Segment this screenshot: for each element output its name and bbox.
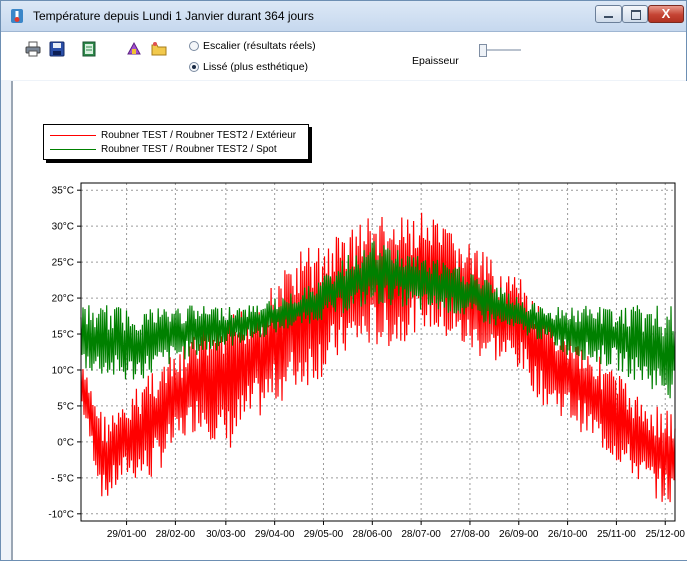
x-tick-label: 28/02-00 [156,529,196,540]
legend-label-exterieur: Roubner TEST / Roubner TEST2 / Extérieur [101,129,297,141]
mode-option-smooth[interactable]: Lissé (plus esthétique) [189,61,308,73]
thickness-slider-track[interactable] [481,49,521,52]
y-tick-label: -10°C [48,509,74,520]
maximize-icon [631,10,641,20]
window-title: Température depuis Lundi 1 Janvier duran… [33,9,314,23]
folder-icon[interactable] [151,41,167,57]
smooth-option-label: Lissé (plus esthétique) [203,61,309,73]
legend-swatch-exterieur [50,134,96,136]
plot-background [81,183,675,521]
chart-area: 35°C 30°C 25°C 20°C 15°C 10°C 5°C 0°C - 5°C -10°C… [11,81,688,560]
stairs-option-label: Escalier (résultats réels) [203,40,316,52]
close-icon: X [661,6,671,21]
book-icon[interactable] [81,41,97,57]
x-tick-label: 25/11-00 [597,529,636,540]
y-tick-label: 20°C [52,294,74,305]
thermometer-app-icon [11,9,23,23]
minimize-button[interactable] [595,5,622,23]
legend-item-exterieur: Roubner TEST / Roubner TEST2 / Extérieur [50,128,296,142]
mode-option-stairs[interactable]: Escalier (résultats réels) [189,40,316,52]
legend-label-spot: Roubner TEST / Roubner TEST2 / Spot [101,143,277,155]
y-tick-label: 0°C [57,437,74,448]
x-tick-label: 30/03-00 [206,529,246,540]
title-bar[interactable]: Température depuis Lundi 1 Janvier duran… [1,1,686,32]
x-tick-label: 29/01-00 [107,529,147,540]
smooth-radio[interactable] [189,62,199,72]
y-tick-label: 5°C [57,401,74,412]
temperature-chart: 35°C 30°C 25°C 20°C 15°C 10°C 5°C 0°C - 5°C -10°C… [48,182,685,540]
y-tick-label: 10°C [52,365,74,376]
y-tick-label: 35°C [52,186,74,197]
close-button[interactable]: X [648,5,684,23]
x-tick-label: 26/09-00 [499,529,539,540]
series-line-spot [80,241,676,399]
save-disk-icon[interactable] [49,41,65,57]
stairs-radio[interactable] [189,41,199,51]
y-tick-label: - 5°C [51,473,74,484]
paint-icon[interactable] [126,41,142,57]
x-tick-label: 25/12-00 [645,529,685,540]
minimize-icon [604,16,613,18]
plot-frame [80,182,676,522]
printer-icon[interactable] [25,41,41,57]
maximize-button[interactable] [622,5,648,23]
x-tick-label: 28/06-00 [353,529,393,540]
legend-swatch-spot [50,148,96,150]
chart-legend: Roubner TEST / Roubner TEST2 / Extérieur… [43,124,309,160]
x-tick-label: 27/08-00 [450,529,490,540]
y-tick-label: 15°C [52,330,74,341]
y-tick-label: 25°C [52,258,74,269]
x-tick-label: 28/07-00 [401,529,441,540]
x-tick-label: 26/10-00 [548,529,588,540]
legend-item-spot: Roubner TEST / Roubner TEST2 / Spot [50,142,277,156]
x-tick-label: 29/04-00 [255,529,295,540]
y-tick-label: 30°C [52,222,74,233]
thickness-label: Epaisseur [412,55,459,67]
thickness-slider-thumb[interactable] [479,44,487,57]
series-line-exterieur [80,212,676,503]
toolbar: Escalier (résultats réels) Lissé (plus e… [1,32,686,80]
x-tick-label: 29/05-00 [304,529,344,540]
